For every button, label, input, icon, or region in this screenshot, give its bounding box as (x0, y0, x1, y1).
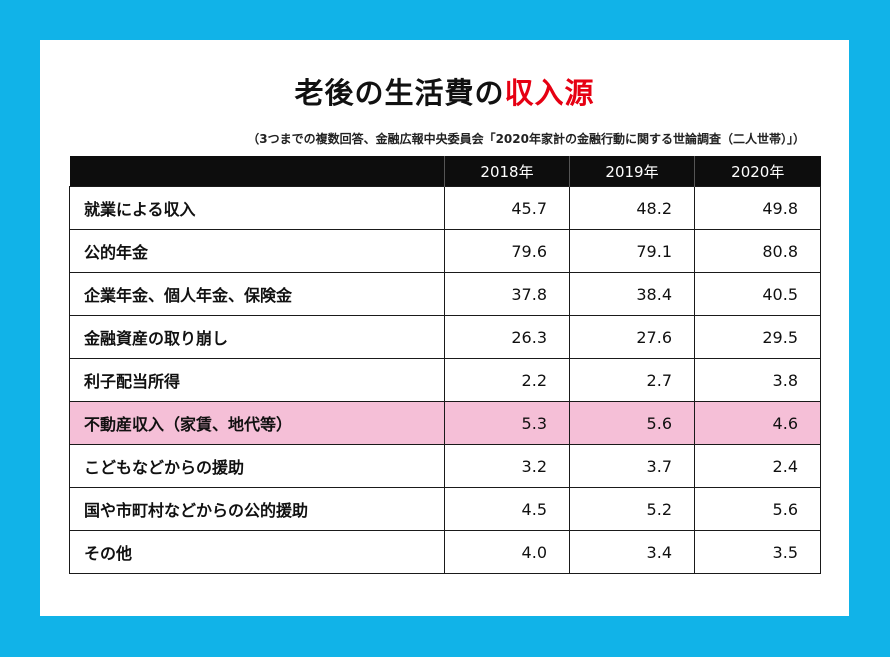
title-accent: 収入源 (504, 76, 595, 110)
value-cell: 29.5 (694, 315, 821, 359)
value-cell: 26.3 (444, 315, 570, 359)
value-cell: 3.4 (569, 530, 695, 574)
value-cell: 45.7 (444, 186, 570, 230)
row-label: 国や市町村などからの公的援助 (69, 487, 445, 531)
value-cell: 3.7 (569, 444, 695, 488)
table-row: 就業による収入 45.7 48.2 49.8 (69, 186, 821, 230)
row-label: 利子配当所得 (69, 358, 445, 402)
content-card: 老後の生活費の収入源 （3つまでの複数回答、金融広報中央委員会「2020年家計の… (40, 40, 849, 616)
value-cell: 2.4 (694, 444, 821, 488)
value-cell: 5.6 (694, 487, 821, 531)
row-label: 金融資産の取り崩し (69, 315, 445, 359)
value-cell: 4.6 (694, 401, 821, 445)
table-row: 公的年金 79.6 79.1 80.8 (69, 229, 821, 273)
value-cell: 49.8 (694, 186, 821, 230)
header-cell-label (69, 156, 445, 187)
row-label: その他 (69, 530, 445, 574)
value-cell: 3.5 (694, 530, 821, 574)
value-cell: 79.1 (569, 229, 695, 273)
value-cell: 79.6 (444, 229, 570, 273)
table-row: 不動産収入（家賃、地代等） 5.3 5.6 4.6 (69, 401, 821, 445)
value-cell: 40.5 (694, 272, 821, 316)
row-label: 不動産収入（家賃、地代等） (69, 401, 445, 445)
table-row: 利子配当所得 2.2 2.7 3.8 (69, 358, 821, 402)
header-cell-2019: 2019年 (569, 156, 695, 187)
value-cell: 37.8 (444, 272, 570, 316)
table-row: こどもなどからの援助 3.2 3.7 2.4 (69, 444, 821, 488)
row-label: 企業年金、個人年金、保険金 (69, 272, 445, 316)
table-row: 金融資産の取り崩し 26.3 27.6 29.5 (69, 315, 821, 359)
value-cell: 2.2 (444, 358, 570, 402)
page-title: 老後の生活費の収入源 (40, 70, 849, 112)
value-cell: 2.7 (569, 358, 695, 402)
table-row: 企業年金、個人年金、保険金 37.8 38.4 40.5 (69, 272, 821, 316)
table-row: 国や市町村などからの公的援助 4.5 5.2 5.6 (69, 487, 821, 531)
header-cell-2020: 2020年 (694, 156, 821, 187)
table-row: その他 4.0 3.4 3.5 (69, 530, 821, 574)
title-main: 老後の生活費の (294, 76, 505, 110)
value-cell: 4.5 (444, 487, 570, 531)
value-cell: 38.4 (569, 272, 695, 316)
value-cell: 5.6 (569, 401, 695, 445)
header-row: 2018年 2019年 2020年 (69, 156, 821, 187)
value-cell: 5.2 (569, 487, 695, 531)
row-label: こどもなどからの援助 (69, 444, 445, 488)
value-cell: 3.2 (444, 444, 570, 488)
value-cell: 80.8 (694, 229, 821, 273)
source-note: （3つまでの複数回答、金融広報中央委員会「2020年家計の金融行動に関する世論調… (247, 132, 805, 146)
header-cell-2018: 2018年 (444, 156, 570, 187)
value-cell: 27.6 (569, 315, 695, 359)
value-cell: 5.3 (444, 401, 570, 445)
row-label: 公的年金 (69, 229, 445, 273)
row-label: 就業による収入 (69, 186, 445, 230)
value-cell: 4.0 (444, 530, 570, 574)
value-cell: 48.2 (569, 186, 695, 230)
data-table: 2018年 2019年 2020年 就業による収入 45.7 48.2 49.8 公的年… (69, 156, 821, 574)
value-cell: 3.8 (694, 358, 821, 402)
table-body: 就業による収入 45.7 48.2 49.8 公的年金 79.6 79.1 80.8 企業年金、… (69, 186, 821, 574)
